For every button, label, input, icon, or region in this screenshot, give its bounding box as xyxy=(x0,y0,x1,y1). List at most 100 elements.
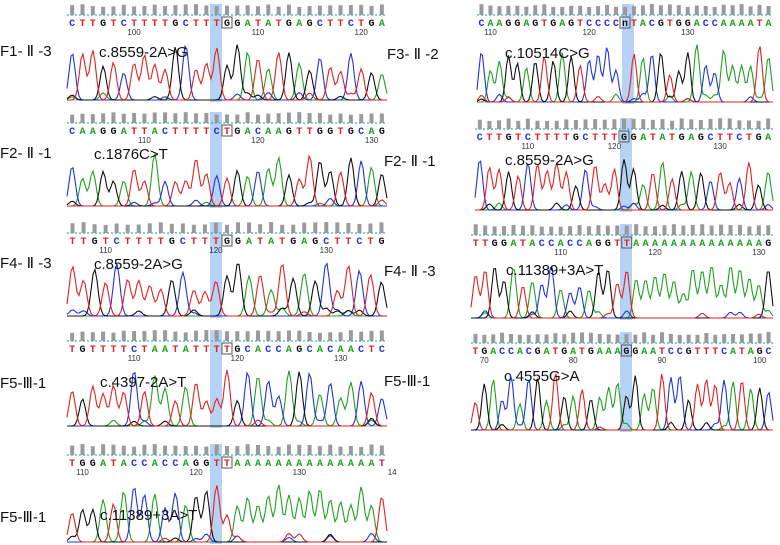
base-call: A xyxy=(652,239,658,250)
quality-bar xyxy=(348,330,353,341)
quality-bar xyxy=(369,444,374,455)
mutation-label-8: c.11389+3A>T xyxy=(506,262,604,279)
base-call: G xyxy=(686,347,692,358)
base-call: A xyxy=(765,133,771,144)
quality-bar xyxy=(152,4,157,15)
quality-bar xyxy=(132,446,137,455)
quality-bar xyxy=(204,446,209,455)
base-call: A xyxy=(597,347,603,358)
base-call: A xyxy=(296,19,302,30)
base-call: T xyxy=(202,237,208,248)
quality-bar xyxy=(121,113,126,123)
base-call: T xyxy=(69,459,75,470)
base-call: A xyxy=(496,19,502,30)
base-call: T xyxy=(224,345,230,356)
mutation-label-1: c.8559-2A>G xyxy=(99,44,188,61)
base-call: C xyxy=(677,347,683,358)
base-call: A xyxy=(286,459,292,470)
quality-bar xyxy=(225,5,229,15)
quality-bar xyxy=(111,6,116,16)
base-call: A xyxy=(100,459,106,470)
position-label: 130 xyxy=(713,142,727,151)
quality-bar xyxy=(173,445,178,455)
base-call: T xyxy=(712,347,718,358)
quality-bar xyxy=(502,226,507,235)
base-call: T xyxy=(486,133,492,144)
quality-bar xyxy=(492,226,497,235)
quality-bar xyxy=(633,334,638,343)
position-label: 110 xyxy=(128,354,141,363)
base-call: G xyxy=(595,239,601,250)
position-label: 110 xyxy=(252,28,265,37)
base-call: C xyxy=(327,345,333,356)
quality-bar xyxy=(526,334,531,343)
quality-bar xyxy=(473,333,478,343)
base-call: G xyxy=(535,347,541,358)
chromatogram-9: T G A C C A C G A T G A T G A A A G G A A T C C G T T T C A T A G C70 80 90… xyxy=(470,332,774,432)
quality-bar xyxy=(204,5,209,15)
base-call: A xyxy=(748,19,754,30)
base-call: T xyxy=(172,127,178,138)
quality-bar xyxy=(204,330,209,341)
base-call: A xyxy=(766,19,772,30)
quality-bar xyxy=(114,223,119,233)
base-call: A xyxy=(265,127,271,138)
base-call: G xyxy=(110,127,116,138)
base-call: A xyxy=(245,127,251,138)
base-call: G xyxy=(172,19,178,30)
base-call: T xyxy=(746,133,752,144)
trace-t xyxy=(476,46,773,103)
quality-bar xyxy=(235,331,240,341)
base-call: C xyxy=(499,347,505,358)
quality-bar xyxy=(596,225,601,235)
base-call: A xyxy=(369,127,375,138)
quality-bar xyxy=(748,333,753,343)
trace-t xyxy=(475,162,773,211)
quality-bar xyxy=(766,6,771,15)
base-call: A xyxy=(152,459,158,470)
quality-bar xyxy=(568,226,573,235)
base-call: A xyxy=(90,127,96,138)
trace-g xyxy=(475,159,773,211)
base-call: T xyxy=(473,239,479,250)
base-call: C xyxy=(358,345,364,356)
quality-bar xyxy=(180,223,185,233)
position-label: 120 xyxy=(648,248,662,257)
quality-bar xyxy=(676,5,681,15)
base-call: n xyxy=(622,19,628,30)
base-call: G xyxy=(296,345,302,356)
base-call: G xyxy=(90,459,96,470)
quality-bar xyxy=(747,226,752,235)
quality-bar xyxy=(173,113,178,123)
base-call: A xyxy=(730,347,736,358)
quality-bar xyxy=(379,4,384,15)
quality-bar xyxy=(623,6,627,15)
quality-bar xyxy=(348,114,353,123)
quality-bar xyxy=(641,119,646,129)
quality-bar xyxy=(247,222,252,233)
base-call: G xyxy=(234,127,240,138)
quality-bar xyxy=(539,226,544,235)
quality-bar xyxy=(255,444,260,455)
base-call: G xyxy=(379,127,385,138)
base-call: T xyxy=(162,19,168,30)
base-call: G xyxy=(605,239,611,250)
quality-bar xyxy=(338,446,343,455)
quality-bar xyxy=(709,225,714,235)
sample-label-4: F5-Ⅲ-1 xyxy=(0,375,47,392)
base-call: C xyxy=(255,127,261,138)
quality-bar xyxy=(689,119,694,129)
base-call: T xyxy=(110,345,116,356)
quality-bar xyxy=(121,445,126,455)
base-call: G xyxy=(369,19,375,30)
position-label: 70 xyxy=(480,356,489,365)
quality-bar xyxy=(255,114,260,123)
trace-a xyxy=(471,379,773,431)
base-call: T xyxy=(193,345,199,356)
base-call: A xyxy=(296,459,302,470)
quality-bar xyxy=(686,334,691,343)
base-call: G xyxy=(506,133,512,144)
